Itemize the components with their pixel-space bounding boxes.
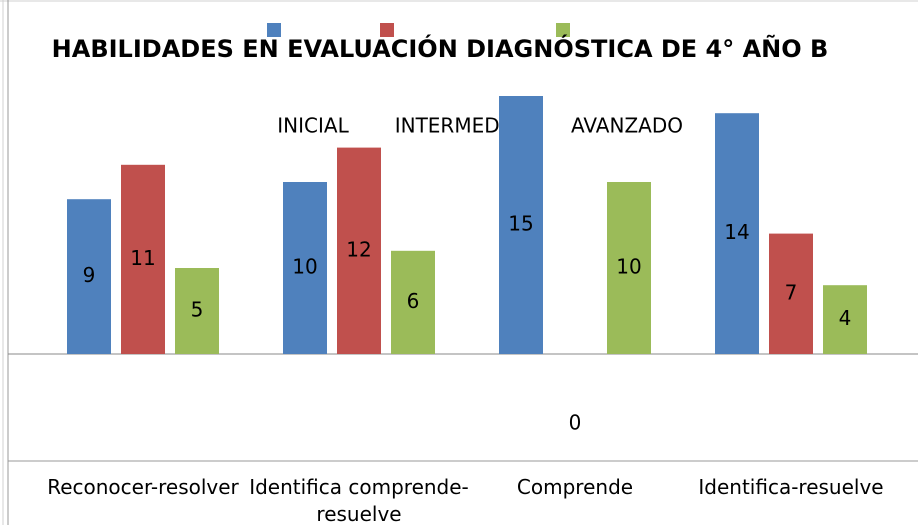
legend-label: INICIAL <box>277 114 349 138</box>
x-tick-label: Comprende <box>516 475 634 499</box>
data-label: 10 <box>292 255 317 279</box>
data-label: 5 <box>191 298 204 322</box>
bar <box>499 96 543 354</box>
legend-swatch <box>380 23 394 37</box>
legend-label: AVANZADO <box>571 114 683 138</box>
bar <box>337 147 381 354</box>
bar <box>607 182 651 354</box>
bar <box>67 199 111 354</box>
data-label: 4 <box>839 306 852 330</box>
data-label: 9 <box>83 263 96 287</box>
bar <box>769 233 813 354</box>
data-label: 10 <box>616 255 641 279</box>
data-label: 15 <box>508 212 533 236</box>
bar <box>391 250 435 354</box>
bar <box>121 164 165 354</box>
x-tick-label: Reconocer-resolver <box>47 475 239 499</box>
x-tick-label: Identifica comprende-resuelve <box>249 475 469 525</box>
bar <box>823 285 867 354</box>
bar <box>715 113 759 354</box>
legend-swatch <box>556 23 570 37</box>
data-label: 0 <box>569 411 582 435</box>
data-label: 14 <box>724 220 749 244</box>
legend-swatch <box>267 23 281 37</box>
x-tick-label: Identifica-resuelve <box>698 475 884 499</box>
data-label: 12 <box>346 237 371 261</box>
bar <box>175 268 219 354</box>
chart-title: HABILIDADES EN EVALUACIÓN DIAGNÓSTICA DE… <box>51 35 829 63</box>
data-label: 7 <box>785 280 798 304</box>
data-label: 6 <box>407 289 420 313</box>
data-label: 11 <box>130 246 155 270</box>
bar <box>283 182 327 354</box>
